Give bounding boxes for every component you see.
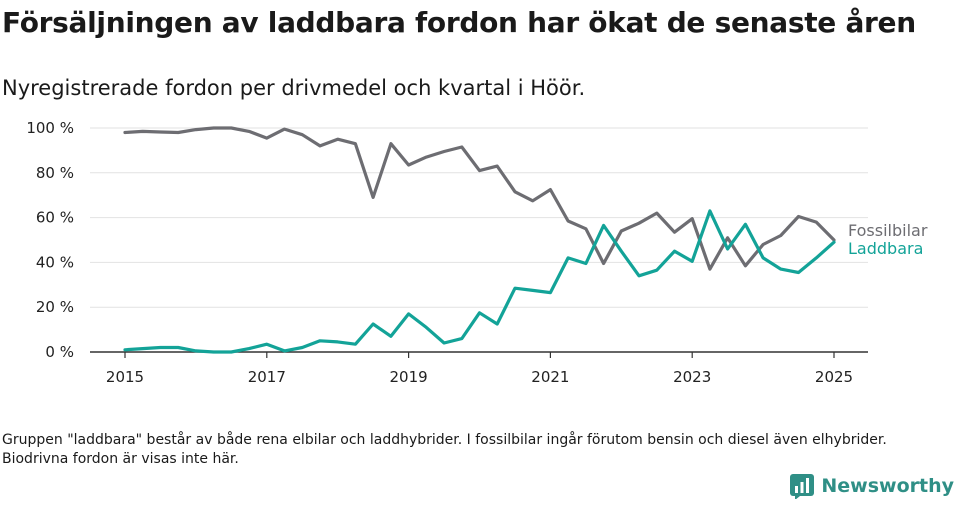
y-tick-label: 60 %	[36, 209, 74, 227]
x-tick-label: 2015	[106, 368, 144, 386]
chart-title: Försäljningen av laddbara fordon har öka…	[2, 6, 916, 39]
y-tick-label: 100 %	[26, 119, 74, 137]
x-tick-label: 2019	[390, 368, 428, 386]
line-chart: 0 % 20 % 40 % 60 % 80 % 100 % 2015 2017 2019 202…	[26, 119, 928, 386]
x-axis: 2015 2017 2019 2021 2023 2025	[90, 351, 868, 386]
footnote: Gruppen "laddbara" består av både rena e…	[2, 432, 887, 467]
x-tick-label: 2023	[673, 368, 711, 386]
y-tick-label: 80 %	[36, 164, 74, 182]
x-tick-label: 2025	[815, 368, 853, 386]
x-tick-label: 2017	[248, 368, 286, 386]
series-line-fossilbilar	[123, 126, 836, 271]
chart-subtitle: Nyregistrerade fordon per drivmedel och …	[2, 76, 586, 100]
series-label-laddbara: Laddbara	[848, 239, 923, 258]
y-tick-label: 0 %	[45, 343, 74, 361]
brand-logo[interactable]: Newsworthy	[789, 473, 954, 499]
grid-lines	[90, 127, 868, 308]
y-axis-ticks: 0 % 20 % 40 % 60 % 80 % 100 %	[26, 119, 74, 361]
x-tick-label: 2021	[531, 368, 569, 386]
brand-name: Newsworthy	[821, 475, 954, 497]
y-tick-label: 40 %	[36, 253, 74, 271]
series-label-fossilbilar: Fossilbilar	[848, 221, 928, 240]
series-line-laddbara	[123, 209, 836, 354]
series-lines	[123, 126, 836, 354]
y-tick-label: 20 %	[36, 298, 74, 316]
newsworthy-logo-icon	[790, 474, 815, 499]
